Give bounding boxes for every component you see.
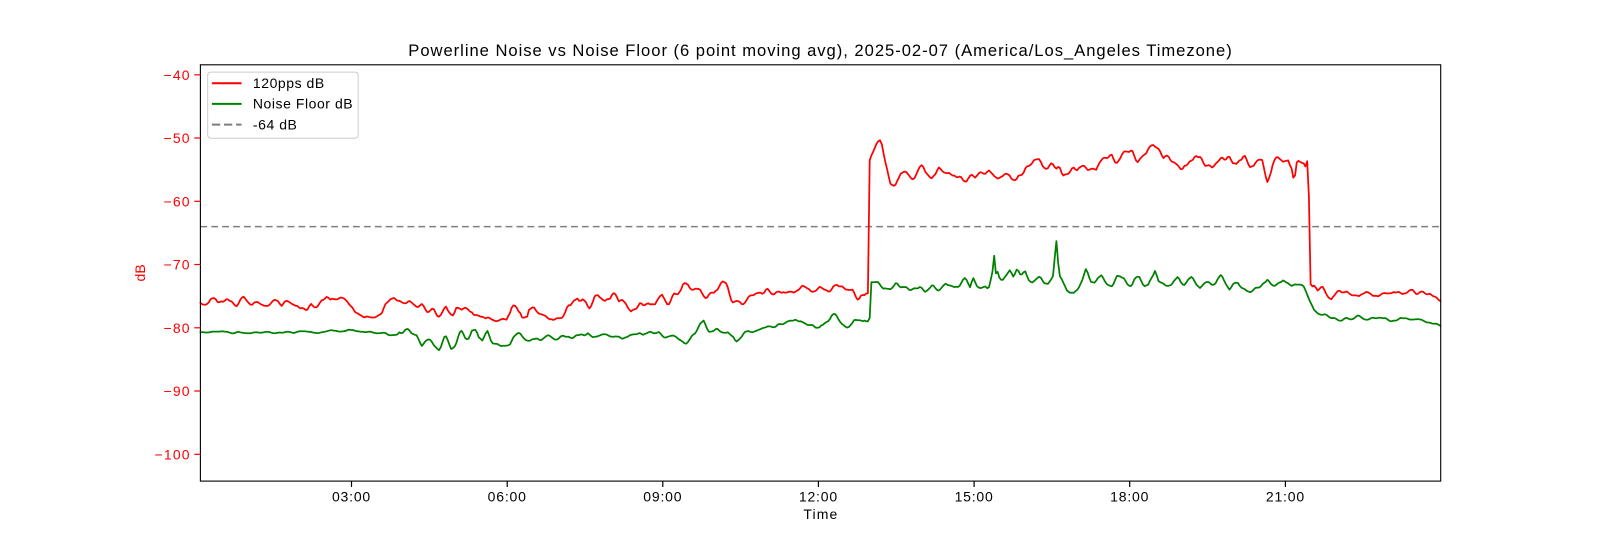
svg-text:dB: dB <box>132 264 148 281</box>
svg-text:Noise Floor dB: Noise Floor dB <box>253 96 353 112</box>
svg-text:−60: −60 <box>163 193 190 209</box>
svg-text:Powerline Noise vs Noise Floor: Powerline Noise vs Noise Floor (6 point … <box>408 41 1232 60</box>
svg-text:18:00: 18:00 <box>1110 489 1149 505</box>
svg-text:−80: −80 <box>163 320 190 336</box>
svg-text:12:00: 12:00 <box>799 489 838 505</box>
svg-text:120pps dB: 120pps dB <box>253 75 325 91</box>
svg-text:−70: −70 <box>163 257 190 273</box>
svg-text:−50: −50 <box>163 130 190 146</box>
svg-text:Time: Time <box>803 506 838 522</box>
svg-text:−40: −40 <box>163 67 190 83</box>
svg-text:15:00: 15:00 <box>955 489 994 505</box>
svg-text:−100: −100 <box>154 446 190 462</box>
svg-text:21:00: 21:00 <box>1266 489 1305 505</box>
svg-text:09:00: 09:00 <box>643 489 682 505</box>
svg-text:03:00: 03:00 <box>332 489 371 505</box>
svg-text:-64 dB: -64 dB <box>253 116 298 132</box>
svg-text:−90: −90 <box>163 383 190 399</box>
svg-text:06:00: 06:00 <box>488 489 527 505</box>
